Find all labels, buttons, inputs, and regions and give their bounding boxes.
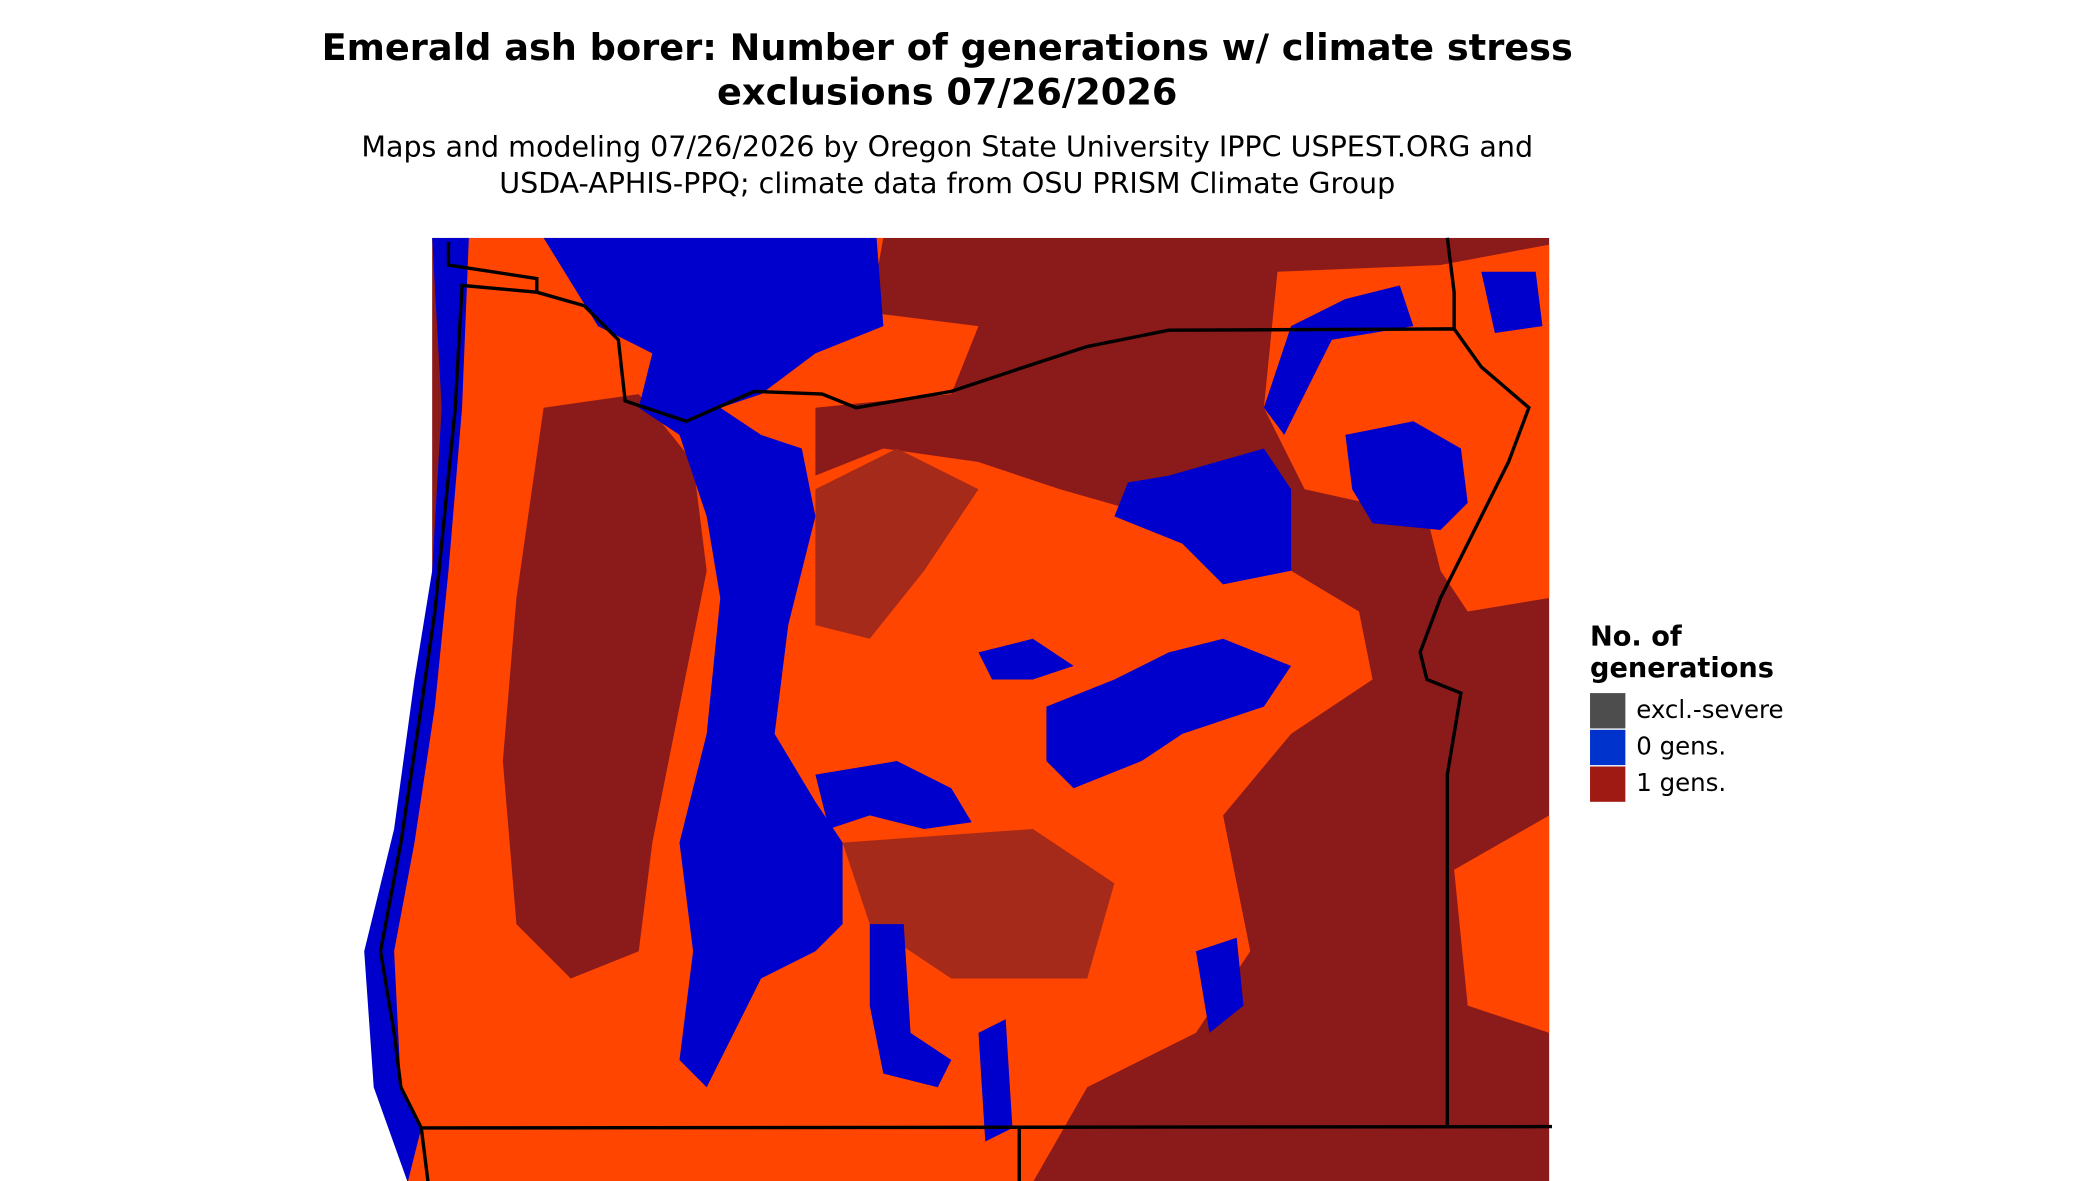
title-line: Emerald ash borer: Number of generations… bbox=[322, 26, 1573, 69]
blue-region bbox=[1263, 285, 1414, 435]
subtitle-line: USDA-APHIS-PPQ; climate data from OSU PR… bbox=[499, 167, 1395, 200]
state-border bbox=[421, 1124, 1552, 1130]
legend-label: 1 gens. bbox=[1636, 768, 1726, 797]
orange-region bbox=[1454, 815, 1550, 1033]
legend-swatch bbox=[1590, 766, 1626, 802]
dark-region bbox=[815, 448, 979, 639]
title-line: exclusions 07/26/2026 bbox=[717, 71, 1177, 114]
borders bbox=[378, 237, 1552, 1181]
blue-region bbox=[1481, 271, 1543, 333]
legend-swatch bbox=[1590, 729, 1626, 766]
legend-label: excl.-severe bbox=[1636, 695, 1783, 724]
blue-region bbox=[815, 761, 972, 829]
state-border bbox=[536, 290, 1531, 1128]
blue-region bbox=[1046, 638, 1292, 789]
coastline bbox=[378, 283, 537, 1181]
blue-region bbox=[364, 237, 469, 1181]
legend-title: generations bbox=[1590, 653, 1774, 684]
legend-title: No. of bbox=[1590, 622, 1683, 653]
state-border bbox=[1445, 237, 1456, 329]
state-border bbox=[446, 241, 539, 293]
legend-swatch bbox=[1590, 693, 1626, 729]
map bbox=[364, 237, 1552, 1181]
blue-region bbox=[1345, 421, 1468, 531]
blue-region bbox=[543, 237, 884, 1088]
blue-region bbox=[978, 1019, 1013, 1142]
subtitle-line: Maps and modeling 07/26/2026 by Oregon S… bbox=[361, 130, 1533, 163]
dark-region bbox=[502, 394, 707, 979]
figure: Emerald ash borer: Number of generations… bbox=[322, 26, 1784, 1181]
dark-region bbox=[842, 828, 1115, 979]
legend-label: 0 gens. bbox=[1636, 731, 1726, 760]
blue-region bbox=[1195, 937, 1244, 1033]
blue-region bbox=[978, 638, 1074, 680]
blue-region bbox=[1114, 448, 1292, 585]
legend: No. of generations excl.-severe 0 gens. 1 … bbox=[1590, 622, 1784, 802]
